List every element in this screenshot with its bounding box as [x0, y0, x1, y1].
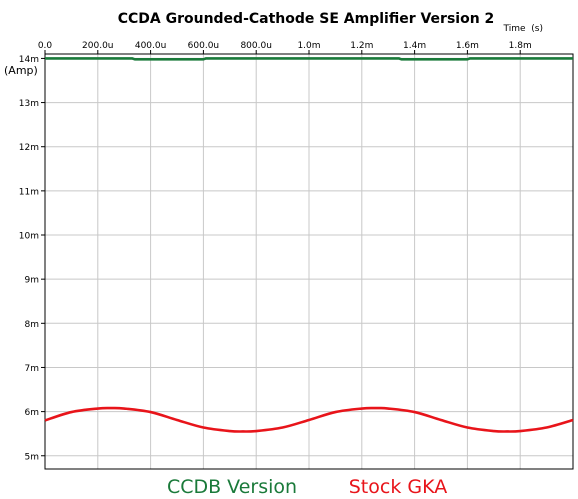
y-tick-label: 13m [19, 99, 39, 109]
x-tick-label: 400.0u [135, 41, 166, 51]
legend-item-ccdb-version: CCDB Version [167, 476, 297, 498]
x-tick-label: 1.0m [297, 41, 320, 51]
y-tick-label: 6m [25, 408, 40, 418]
legend-item-stock-gka: Stock GKA [349, 476, 447, 498]
y-tick-label: 10m [19, 232, 39, 242]
y-tick-label: 8m [25, 320, 40, 330]
y-tick-label: 12m [19, 143, 39, 153]
chart-title: CCDA Grounded-Cathode SE Amplifier Versi… [118, 11, 495, 27]
y-axis-label: (Amp) [4, 64, 38, 77]
y-tick-label: 14m [19, 55, 39, 65]
x-tick-label: 1.6m [456, 41, 479, 51]
x-tick-label: 800.0u [240, 41, 271, 51]
axes: 0.0 200.0u 400.0u 600.0u 800.0u 1.0m 1.2m 1.4m 1… [19, 41, 574, 470]
legend: CCDB Version Stock GKA [167, 476, 447, 498]
y-tick-label: 11m [19, 187, 39, 197]
series-line-ccdb-version [45, 57, 573, 61]
x-tick-label: 600.0u [188, 41, 219, 51]
y-tick-label: 9m [25, 276, 40, 286]
series-line-stock-gka [44, 406, 574, 433]
y-tick-label: 7m [25, 364, 40, 374]
x-tick-label: 200.0u [82, 41, 113, 51]
grid [45, 54, 573, 469]
x-tick-label: 1.8m [509, 41, 532, 51]
x-axis-label: Time (s) [503, 24, 543, 34]
plot-frame [44, 53, 574, 470]
x-tick-label: 1.2m [350, 41, 373, 51]
x-tick-label: 1.4m [403, 41, 426, 51]
series-lines [44, 57, 574, 433]
x-tick-label: 0.0 [38, 41, 53, 51]
y-tick-label: 5m [25, 452, 40, 462]
